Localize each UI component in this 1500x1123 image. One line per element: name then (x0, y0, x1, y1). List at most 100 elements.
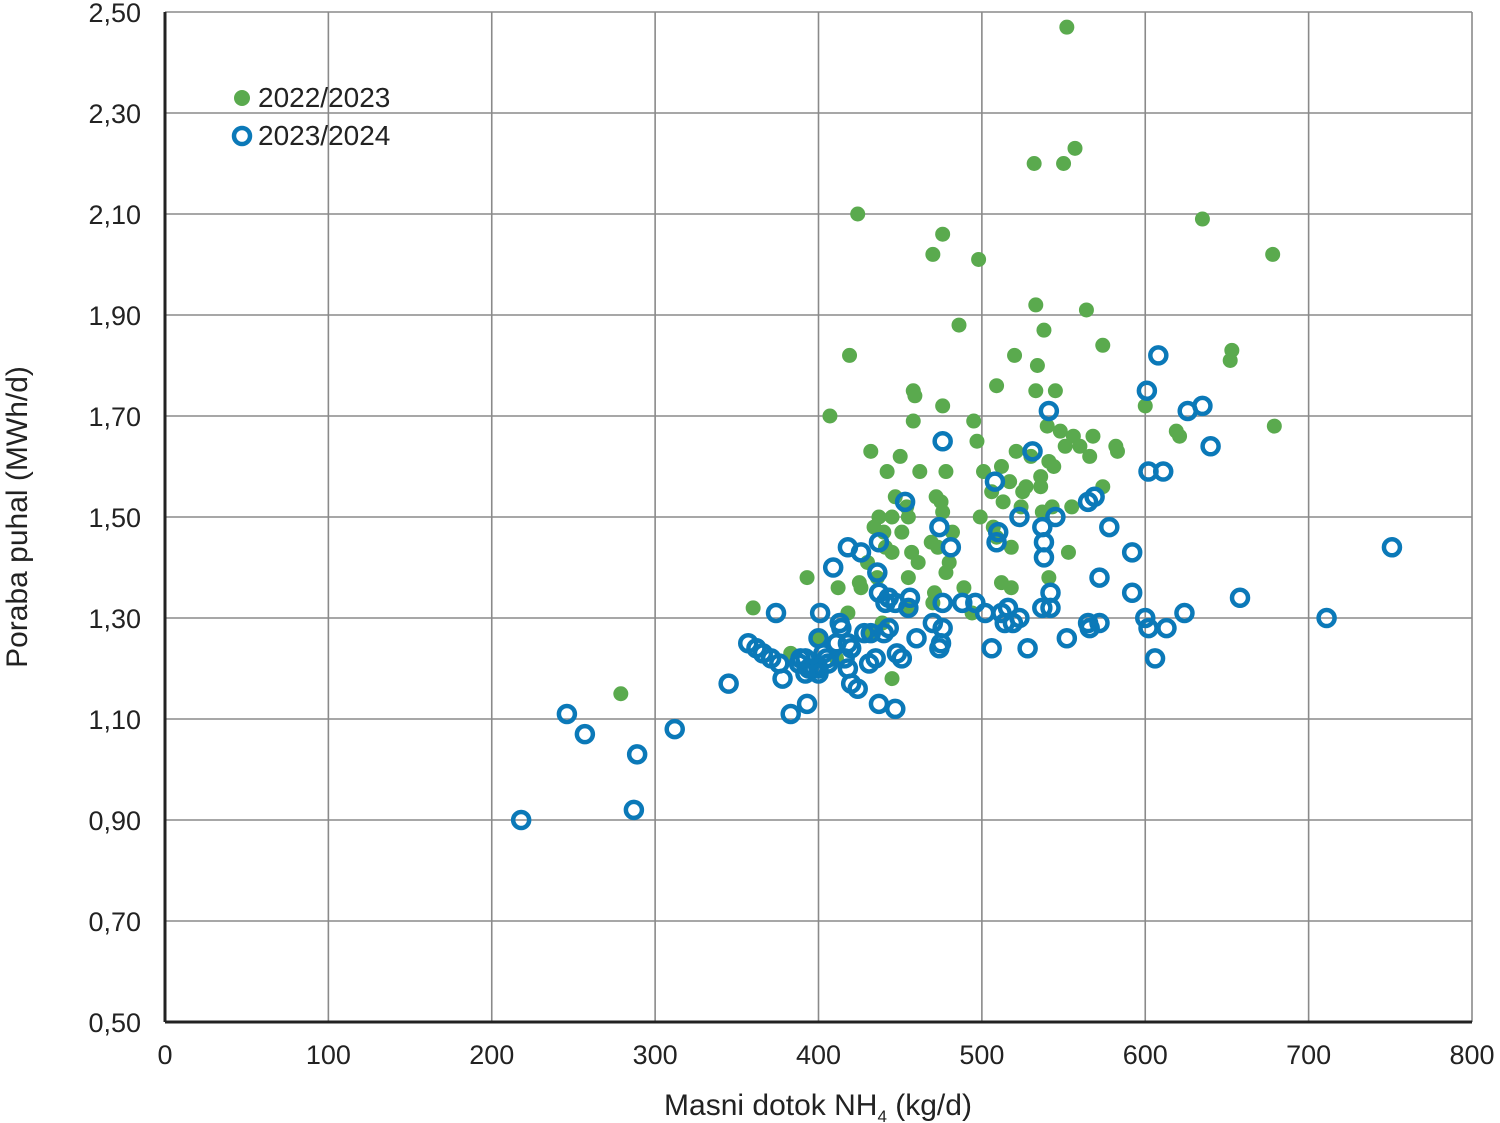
data-point-2022-2023 (1064, 499, 1080, 515)
x-axis-title-unit: (kg/d) (887, 1089, 972, 1122)
series-2022-2023 (613, 19, 1282, 702)
data-point-2022-2023 (935, 504, 951, 520)
data-point-2022-2023 (1003, 539, 1019, 555)
x-tick-label: 300 (633, 1040, 678, 1070)
data-point-2022-2023 (1265, 246, 1281, 262)
axes (163, 12, 1472, 1024)
x-tick-label: 200 (469, 1040, 514, 1070)
data-point-2022-2023 (1039, 418, 1055, 434)
y-tick-labels: 0,50 0,70 0,90 1,10 1,30 1,50 1,70 1,90 2,10 2,30… (88, 0, 141, 1038)
data-point-2023-2024 (1136, 380, 1158, 401)
data-point-2023-2024 (822, 557, 844, 578)
data-point-2022-2023 (938, 565, 954, 581)
data-point-2022-2023 (1015, 484, 1031, 500)
legend-marker-2023-2024 (231, 125, 253, 147)
data-point-2023-2024 (929, 516, 950, 538)
data-point-2023-2024 (873, 622, 895, 644)
data-point-2023-2024 (1077, 491, 1099, 513)
data-point-2022-2023 (850, 206, 866, 222)
data-point-2022-2023 (1222, 352, 1238, 368)
y-axis-title: Poraba puhal (MWh/d) (1, 366, 34, 668)
data-point-2023-2024 (664, 718, 685, 740)
data-point-2023-2024 (987, 521, 1009, 543)
y-tick-label: 1,30 (88, 604, 141, 634)
data-point-2022-2023 (1028, 297, 1044, 313)
data-point-2023-2024 (932, 592, 953, 614)
data-point-2023-2024 (952, 592, 973, 614)
x-tick-label: 500 (959, 1040, 1004, 1070)
data-point-2023-2024 (780, 703, 801, 725)
data-point-2022-2023 (1002, 474, 1018, 490)
data-point-2022-2023 (969, 433, 985, 449)
data-point-2022-2023 (1003, 580, 1019, 596)
data-point-2022-2023 (1059, 19, 1075, 35)
data-point-2023-2024 (932, 431, 953, 452)
data-point-2022-2023 (892, 448, 908, 464)
data-point-2022-2023 (900, 509, 916, 525)
data-point-2023-2024 (809, 602, 831, 624)
legend-label-2022-2023: 2022/2023 (258, 82, 390, 113)
data-point-2023-2024 (1381, 537, 1403, 558)
data-point-2023-2024 (940, 537, 962, 558)
x-tick-label: 600 (1123, 1040, 1168, 1070)
data-point-2023-2024 (1099, 516, 1120, 538)
data-point-2022-2023 (1082, 448, 1098, 464)
data-point-2023-2024 (1009, 506, 1030, 528)
data-point-2022-2023 (842, 347, 858, 363)
x-tick-label: 800 (1449, 1040, 1494, 1070)
data-point-2023-2024 (795, 663, 816, 684)
data-point-2023-2024 (875, 592, 896, 614)
data-point-2023-2024 (1152, 461, 1174, 482)
data-point-2023-2024 (772, 668, 793, 689)
data-point-2023-2024 (930, 633, 952, 654)
data-point-2022-2023 (935, 398, 951, 414)
data-point-2022-2023 (1109, 443, 1125, 459)
x-tick-label: 400 (796, 1040, 841, 1070)
data-point-2022-2023 (956, 580, 972, 596)
y-tick-label: 0,50 (88, 1008, 141, 1038)
data-point-2023-2024 (1079, 617, 1100, 639)
data-point-2022-2023 (1041, 570, 1057, 586)
y-tick-label: 2,10 (88, 200, 141, 230)
data-point-2023-2024 (1177, 400, 1198, 422)
data-point-2023-2024 (885, 698, 906, 720)
data-point-2022-2023 (1041, 453, 1057, 469)
data-point-2022-2023 (910, 554, 926, 570)
data-point-2022-2023 (1029, 358, 1045, 373)
data-point-2023-2024 (1045, 506, 1066, 528)
y-tick-label: 1,90 (88, 301, 141, 331)
data-point-2022-2023 (884, 509, 900, 525)
data-point-2022-2023 (1085, 428, 1101, 444)
data-point-2023-2024 (510, 809, 532, 831)
data-point-2023-2024 (994, 612, 1015, 634)
data-point-2023-2024 (1038, 400, 1060, 422)
x-axis-title-main: Masni dotok NH (664, 1089, 877, 1122)
data-point-2022-2023 (863, 443, 879, 459)
data-point-2022-2023 (822, 408, 838, 424)
data-point-2023-2024 (867, 562, 888, 583)
data-point-2023-2024 (765, 602, 787, 624)
data-point-2023-2024 (1017, 638, 1038, 659)
data-point-2022-2023 (951, 317, 967, 333)
data-point-2023-2024 (1121, 542, 1143, 563)
data-point-2023-2024 (868, 532, 890, 553)
data-point-2022-2023 (1172, 428, 1188, 444)
data-point-2022-2023 (830, 580, 846, 596)
data-point-2023-2024 (1316, 607, 1337, 629)
legend-label-2023-2024: 2023/2024 (258, 120, 390, 151)
data-point-2022-2023 (853, 580, 869, 596)
data-point-2023-2024 (1200, 436, 1221, 457)
y-tick-label: 2,30 (88, 99, 141, 129)
x-axis-title: Masni dotok NH4 (kg/d) (664, 1089, 972, 1123)
data-point-2022-2023 (907, 388, 923, 404)
data-points (510, 19, 1403, 831)
series-2023-2024 (510, 345, 1403, 831)
data-point-2023-2024 (850, 542, 872, 563)
data-point-2023-2024 (1144, 648, 1166, 669)
data-point-2023-2024 (1033, 547, 1055, 568)
data-point-2022-2023 (993, 459, 1009, 474)
data-point-2023-2024 (1229, 587, 1251, 609)
data-point-2023-2024 (986, 532, 1007, 553)
data-point-2023-2024 (891, 648, 913, 669)
legend: 2022/2023 2023/2024 (231, 82, 390, 151)
